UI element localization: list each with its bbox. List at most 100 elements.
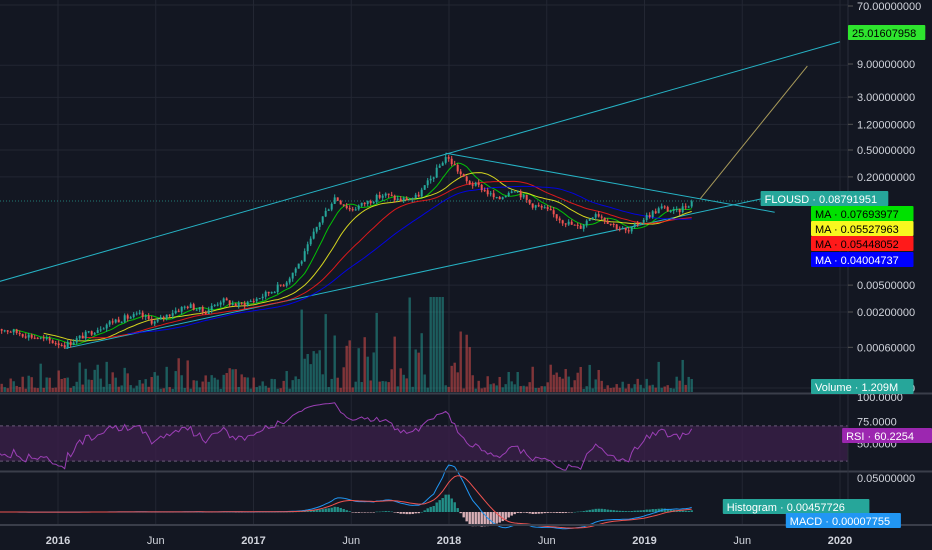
candle-body [687,206,690,208]
volume-bar [69,387,72,392]
volume-bar [363,337,366,392]
candle-body [495,197,498,199]
price-tick-label: 9.00000000 [857,59,915,71]
candle-body [330,203,333,210]
volume-bar [258,385,261,392]
candle-body [648,214,651,218]
macd-histogram-bar [354,512,357,513]
volume-bar [384,381,387,392]
macd-histogram-bar [351,512,354,513]
macd-histogram-bar [528,512,531,514]
candle-body [381,195,384,198]
candle-body [615,224,618,229]
candle-body [555,214,558,219]
macd-histogram-bar [453,502,456,512]
candle-body [501,197,504,200]
price-tags: 25.01607958 FLOUSD · 0.08791951 MA · 0.076… [722,25,932,528]
candle-body [684,206,687,208]
volume-bar [672,388,675,392]
candle-body [582,225,585,229]
channel-lower-line[interactable] [65,193,783,349]
volume-bar [546,382,549,392]
candle-body [27,334,30,338]
volume-bar [255,387,258,392]
volume-bar [471,375,474,392]
macd-histogram-bar [501,512,504,522]
volume-bar [246,377,249,392]
macd-histogram-bar [444,494,447,512]
candle-body [507,192,510,196]
rsi-line [0,402,693,471]
volume-bar [195,380,198,392]
candle-body [213,304,216,306]
candle-body [36,337,39,339]
volume-bar [6,388,9,392]
macd-histogram-bar [546,512,549,513]
volume-bar [213,377,216,392]
volume-bar [648,385,651,392]
time-axis[interactable]: 2016 Jun 2017 Jun 2018 Jun 2019 Jun 2020 [46,535,852,547]
volume-bar [219,388,222,392]
candle-body [537,205,540,207]
candle-body [525,194,528,200]
volume-bar [567,376,570,392]
candle-body [618,228,621,230]
volume-bar [297,379,300,392]
candle-body [186,306,189,309]
candle-body [78,335,81,339]
volume-bar [273,379,276,392]
macd-histogram-bar [648,509,651,512]
projection-line[interactable] [699,65,808,200]
candle-body [93,333,96,335]
macd-histogram-bar [420,511,423,513]
candle-body [486,190,489,195]
channel-descending-line[interactable] [445,152,775,213]
candle-body [123,315,126,322]
candle-body [426,180,429,186]
volume-bar [222,374,225,392]
candle-body [528,199,531,204]
macd-histogram-bar [417,512,420,514]
candle-body [153,321,156,324]
macd-histogram-bar [540,512,543,514]
volume-bar [294,376,297,392]
candle-body [456,164,459,172]
channel-upper-line[interactable] [0,41,841,284]
volume-bar [117,386,120,392]
candle-body [39,337,42,339]
candle-body [489,193,492,195]
price-tick-label: 70.00000000 [857,1,921,13]
candle-body [351,209,354,211]
volume-bar [369,380,372,392]
volume-bar [396,386,399,392]
macd-histogram-bar [645,509,648,512]
candle-body [279,284,282,286]
volume-bar [459,331,462,392]
macd-histogram-bar [564,512,567,513]
candle-body [546,207,549,209]
candle-body [660,206,663,209]
volume-bar [321,374,324,392]
candle-body [87,331,90,333]
candle-body [384,193,387,196]
candle-body [66,341,69,348]
volume-bar [84,368,87,392]
candle-body [405,198,408,201]
candle-body [636,223,639,226]
candle-body [678,208,681,213]
volume-bar [390,369,393,392]
macd-histogram-bar [399,512,402,514]
macd-histogram-bar [474,512,477,527]
volume-bar [261,381,264,392]
candle-body [540,206,543,208]
volume-bar [408,297,411,392]
candle-body [45,337,48,339]
macd-histogram-bar [687,510,690,512]
candle-body [255,298,258,302]
candle-body [99,329,102,331]
macd-histogram-bar [666,509,669,512]
candle-body [423,185,426,190]
candle-body [444,157,447,163]
rsi-line [0,402,693,471]
